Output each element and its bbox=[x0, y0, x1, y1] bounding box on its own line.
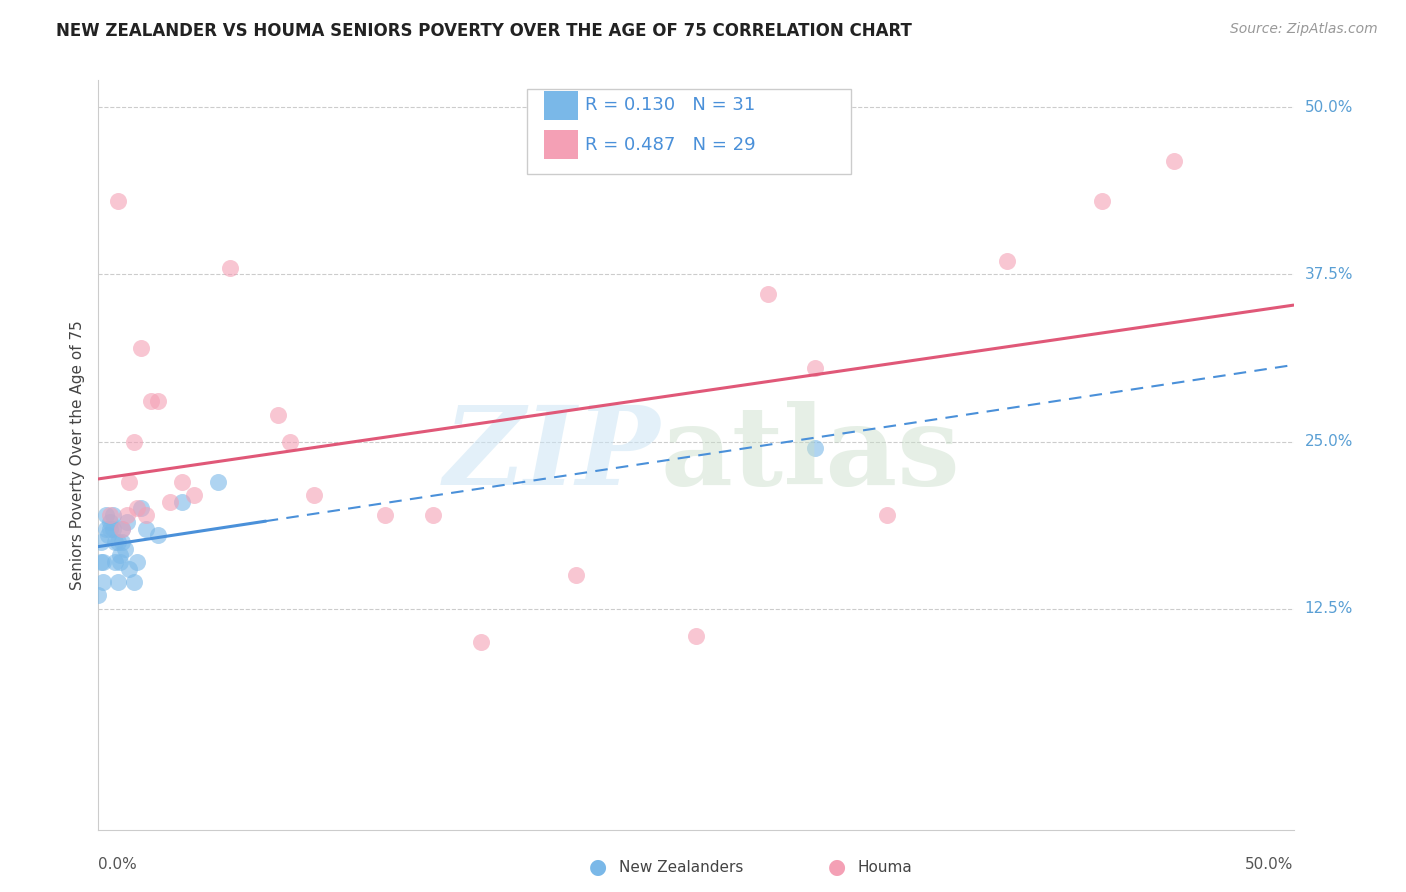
Point bbox=[114, 541, 136, 556]
Point bbox=[111, 535, 134, 549]
Point bbox=[804, 442, 827, 455]
Y-axis label: Seniors Poverty Over the Age of 75: Seniors Poverty Over the Age of 75 bbox=[69, 320, 84, 590]
Point bbox=[104, 535, 127, 549]
Point bbox=[98, 515, 122, 529]
Point bbox=[422, 508, 444, 523]
Point bbox=[87, 589, 110, 603]
Text: 50.0%: 50.0% bbox=[1305, 100, 1353, 114]
Point bbox=[995, 254, 1018, 268]
Point bbox=[125, 501, 148, 516]
Text: 0.0%: 0.0% bbox=[98, 857, 138, 872]
Point bbox=[98, 521, 122, 535]
Point bbox=[91, 555, 114, 569]
Point bbox=[90, 555, 112, 569]
Point bbox=[111, 521, 134, 535]
Point bbox=[302, 488, 325, 502]
Point bbox=[108, 555, 131, 569]
Point bbox=[94, 521, 117, 535]
Point bbox=[115, 515, 138, 529]
Point bbox=[135, 508, 157, 523]
Point bbox=[101, 508, 124, 523]
Text: 50.0%: 50.0% bbox=[1246, 857, 1294, 872]
Point bbox=[118, 562, 141, 576]
Point bbox=[374, 508, 396, 523]
Point bbox=[98, 508, 122, 523]
Text: R = 0.130   N = 31: R = 0.130 N = 31 bbox=[585, 96, 755, 114]
Point bbox=[876, 508, 898, 523]
Point bbox=[172, 495, 194, 509]
Point bbox=[756, 287, 779, 301]
Text: New Zealanders: New Zealanders bbox=[619, 860, 742, 874]
Point bbox=[219, 260, 242, 275]
Point bbox=[107, 535, 129, 549]
Point bbox=[111, 521, 134, 535]
Point bbox=[148, 394, 170, 409]
Text: ●: ● bbox=[828, 857, 845, 877]
Point bbox=[804, 361, 827, 376]
Text: 12.5%: 12.5% bbox=[1305, 601, 1353, 616]
Point bbox=[207, 475, 229, 489]
Point bbox=[104, 555, 127, 569]
Point bbox=[107, 575, 129, 590]
Point bbox=[124, 434, 146, 449]
Text: 25.0%: 25.0% bbox=[1305, 434, 1353, 449]
Point bbox=[125, 555, 148, 569]
Point bbox=[1091, 194, 1114, 208]
Point bbox=[131, 341, 153, 355]
Point bbox=[1163, 153, 1185, 168]
Text: ZIP: ZIP bbox=[443, 401, 661, 508]
Point bbox=[107, 194, 129, 208]
Point bbox=[115, 508, 138, 523]
Point bbox=[108, 548, 131, 563]
Point bbox=[118, 475, 141, 489]
Text: R = 0.487   N = 29: R = 0.487 N = 29 bbox=[585, 136, 755, 153]
Text: Source: ZipAtlas.com: Source: ZipAtlas.com bbox=[1230, 22, 1378, 37]
Text: atlas: atlas bbox=[661, 401, 960, 508]
Point bbox=[131, 501, 153, 516]
Point bbox=[159, 495, 181, 509]
Point bbox=[139, 394, 162, 409]
Point bbox=[101, 521, 124, 535]
Point bbox=[148, 528, 170, 542]
Point bbox=[685, 629, 707, 643]
Point bbox=[470, 635, 492, 649]
Text: NEW ZEALANDER VS HOUMA SENIORS POVERTY OVER THE AGE OF 75 CORRELATION CHART: NEW ZEALANDER VS HOUMA SENIORS POVERTY O… bbox=[56, 22, 912, 40]
Point bbox=[278, 434, 301, 449]
Point bbox=[135, 521, 157, 535]
Point bbox=[267, 408, 290, 422]
Point bbox=[124, 575, 146, 590]
Point bbox=[172, 475, 194, 489]
Point bbox=[183, 488, 205, 502]
Text: Houma: Houma bbox=[858, 860, 912, 874]
Point bbox=[90, 535, 112, 549]
Point bbox=[565, 568, 588, 582]
Text: ●: ● bbox=[589, 857, 606, 877]
Point bbox=[91, 575, 114, 590]
Point bbox=[94, 508, 117, 523]
Point bbox=[97, 528, 120, 542]
Text: 37.5%: 37.5% bbox=[1305, 267, 1353, 282]
